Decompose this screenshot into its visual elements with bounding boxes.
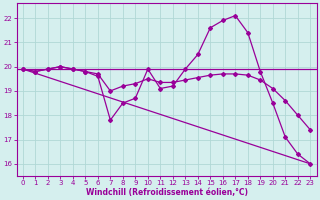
X-axis label: Windchill (Refroidissement éolien,°C): Windchill (Refroidissement éolien,°C) bbox=[85, 188, 248, 197]
